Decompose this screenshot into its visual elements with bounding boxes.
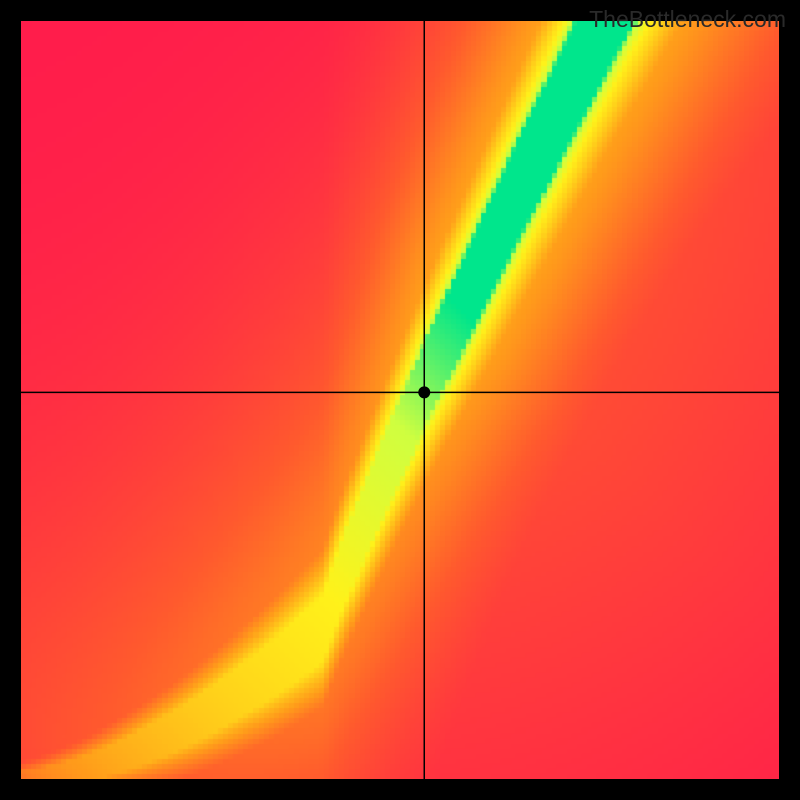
crosshair-point — [418, 386, 430, 398]
chart-stage: TheBottleneck.com — [0, 0, 800, 800]
watermark-text: TheBottleneck.com — [589, 6, 786, 33]
crosshair-overlay — [21, 21, 779, 779]
